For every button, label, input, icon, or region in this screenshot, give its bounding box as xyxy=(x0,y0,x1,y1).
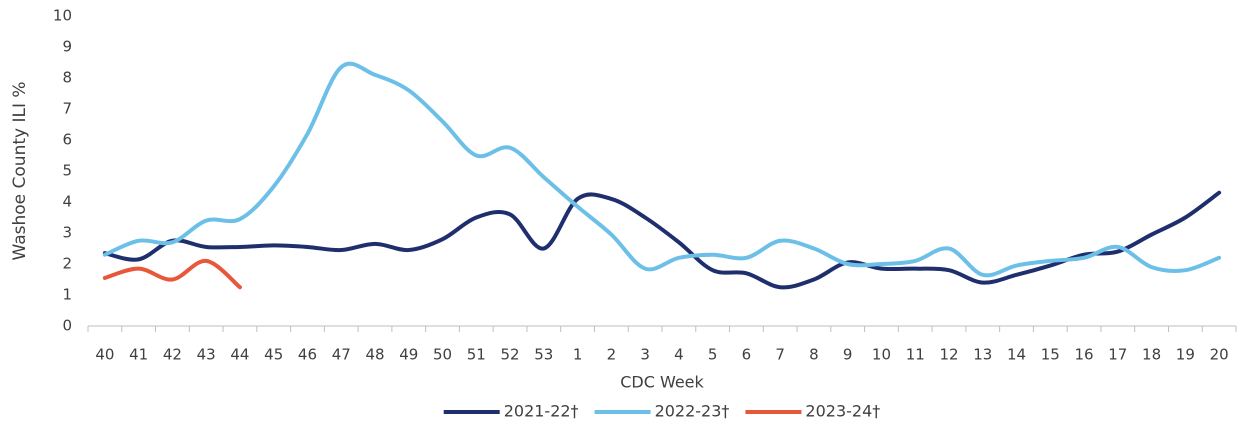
x-tick-label: 18 xyxy=(1142,346,1161,364)
x-tick-label: 49 xyxy=(399,346,418,364)
x-tick-label: 17 xyxy=(1108,346,1127,364)
x-tick-label: 1 xyxy=(573,346,583,364)
x-tick-label: 40 xyxy=(95,346,114,364)
y-tick-label: 2 xyxy=(62,255,72,273)
x-tick-label: 7 xyxy=(775,346,785,364)
x-tick-label: 43 xyxy=(197,346,216,364)
x-tick-label: 51 xyxy=(467,346,486,364)
y-tick-label: 9 xyxy=(62,38,72,56)
x-tick-label: 46 xyxy=(298,346,317,364)
x-tick-label: 8 xyxy=(809,346,819,364)
x-tick-label: 4 xyxy=(674,346,684,364)
x-tick-label: 13 xyxy=(973,346,992,364)
y-tick-label: 7 xyxy=(62,100,72,118)
y-tick-label: 6 xyxy=(62,131,72,149)
x-tick-label: 9 xyxy=(843,346,853,364)
x-tick-label: 16 xyxy=(1075,346,1094,364)
x-tick-label: 12 xyxy=(939,346,958,364)
x-tick-label: 50 xyxy=(433,346,452,364)
legend-label: 2023-24† xyxy=(805,402,880,421)
series-line xyxy=(102,61,1222,278)
x-tick-label: 15 xyxy=(1041,346,1060,364)
x-tick-label: 10 xyxy=(872,346,891,364)
x-tick-label: 3 xyxy=(640,346,650,364)
x-tick-label: 20 xyxy=(1210,346,1229,364)
y-tick-label: 5 xyxy=(62,162,72,180)
y-tick-label: 10 xyxy=(53,7,72,25)
x-tick-label: 19 xyxy=(1176,346,1195,364)
x-tick-label: 11 xyxy=(906,346,925,364)
y-tick-label: 3 xyxy=(62,224,72,242)
x-tick-label: 44 xyxy=(230,346,249,364)
series-line xyxy=(102,190,1222,290)
x-tick-label: 14 xyxy=(1007,346,1026,364)
x-tick-label: 41 xyxy=(129,346,148,364)
x-tick-label: 2 xyxy=(607,346,617,364)
series-line xyxy=(102,258,242,290)
x-tick-label: 42 xyxy=(163,346,182,364)
x-tick-label: 52 xyxy=(501,346,520,364)
x-tick-label: 5 xyxy=(708,346,718,364)
legend-label: 2022-23† xyxy=(655,402,730,421)
x-tick-label: 6 xyxy=(742,346,752,364)
x-tick-label: 45 xyxy=(264,346,283,364)
legend-label: 2021-22† xyxy=(504,402,579,421)
y-tick-label: 1 xyxy=(62,286,72,304)
x-tick-label: 48 xyxy=(365,346,384,364)
x-axis-title: CDC Week xyxy=(620,373,704,392)
y-tick-label: 0 xyxy=(62,317,72,335)
x-tick-label: 47 xyxy=(332,346,351,364)
x-tick-label: 53 xyxy=(534,346,553,364)
y-tick-label: 8 xyxy=(62,69,72,87)
y-axis-title: Washoe County ILI % xyxy=(10,81,30,260)
y-tick-label: 4 xyxy=(62,193,72,211)
